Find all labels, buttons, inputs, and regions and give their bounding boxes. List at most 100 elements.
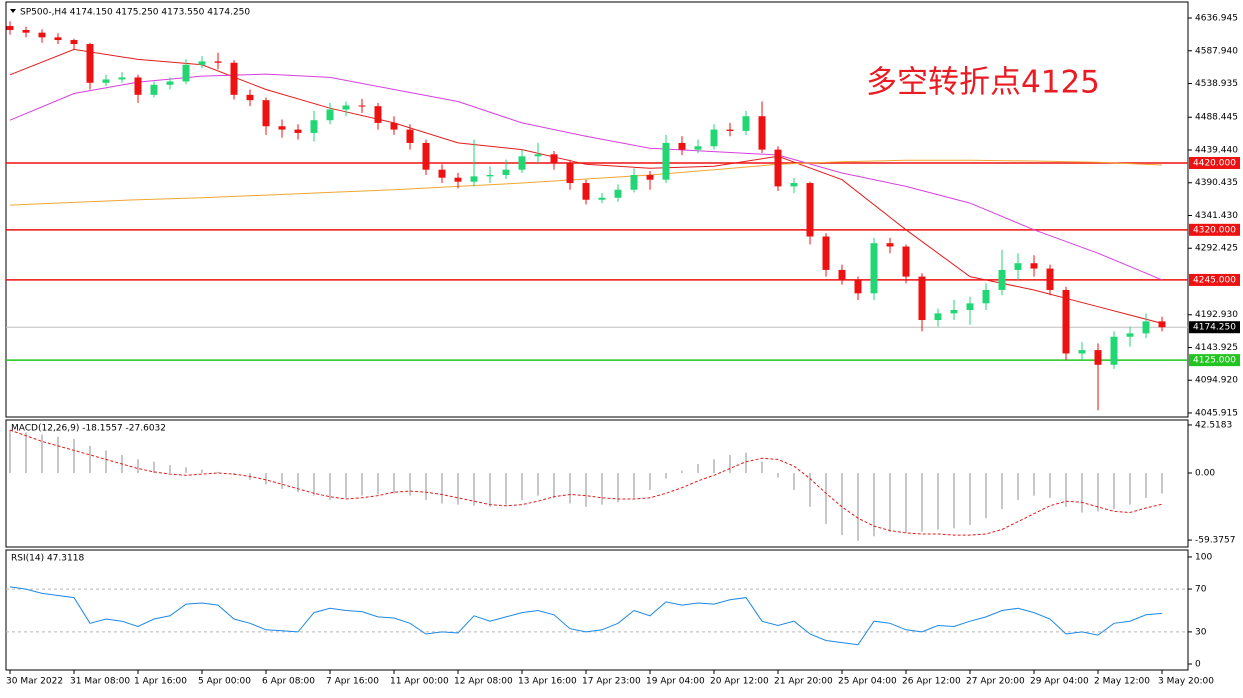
candle-body bbox=[950, 310, 958, 314]
candle-body bbox=[998, 269, 1006, 290]
y-tick-label: 4094.920 bbox=[1195, 376, 1238, 386]
dropdown-icon bbox=[10, 9, 16, 13]
level-label-box bbox=[1189, 223, 1240, 236]
candle-body bbox=[342, 105, 350, 110]
level-label: 4320.000 bbox=[1193, 225, 1236, 235]
candle-body bbox=[406, 129, 414, 143]
candle-body bbox=[102, 79, 110, 83]
candle-body bbox=[262, 100, 270, 127]
candle-body bbox=[310, 120, 318, 133]
candle-body bbox=[326, 109, 334, 121]
x-tick-label: 30 Mar 2022 bbox=[6, 677, 63, 687]
candle-body bbox=[1014, 263, 1022, 270]
candle-body bbox=[486, 175, 494, 177]
candle-body bbox=[70, 40, 78, 45]
candle-body bbox=[166, 81, 174, 85]
candle-body bbox=[742, 116, 750, 131]
candle-body bbox=[918, 276, 926, 321]
panel-title: RSI(14) 47.3118 bbox=[11, 554, 84, 564]
candle-body bbox=[38, 32, 46, 38]
candle-body bbox=[518, 156, 526, 170]
panel-frame bbox=[5, 419, 1189, 548]
candle-body bbox=[1046, 268, 1054, 290]
candle-body bbox=[678, 142, 686, 150]
panel-frame bbox=[5, 549, 1189, 671]
level-label-box bbox=[1189, 156, 1240, 169]
candle-body bbox=[566, 162, 574, 184]
candle-body bbox=[758, 116, 766, 150]
candle-body bbox=[1158, 321, 1166, 328]
moving-average bbox=[9, 159, 1163, 206]
y-tick-label: -59.3757 bbox=[1195, 536, 1235, 546]
candle-body bbox=[790, 183, 798, 187]
candle-body bbox=[838, 269, 846, 280]
y-tick-label: 4488.445 bbox=[1195, 113, 1238, 123]
x-tick-label: 7 Apr 16:00 bbox=[326, 677, 379, 687]
candle-body bbox=[86, 44, 94, 83]
x-tick-label: 12 Apr 08:00 bbox=[454, 677, 513, 687]
level-label: 4125.000 bbox=[1193, 356, 1236, 366]
chart-header: SP500-,H4 4174.150 4175.250 4173.550 417… bbox=[20, 8, 250, 18]
y-tick-label: 4390.435 bbox=[1195, 178, 1238, 188]
candle-body bbox=[902, 246, 910, 277]
candle-body bbox=[214, 61, 222, 63]
y-tick-label: 70 bbox=[1195, 585, 1207, 595]
candle-body bbox=[806, 183, 814, 237]
x-tick-label: 3 May 20:00 bbox=[1158, 677, 1214, 687]
x-tick-label: 1 Apr 16:00 bbox=[134, 677, 187, 687]
candle-body bbox=[422, 142, 430, 170]
candle-body bbox=[822, 236, 830, 270]
y-tick-label: 4439.440 bbox=[1195, 145, 1238, 155]
candle-body bbox=[534, 154, 542, 157]
candle-body bbox=[694, 146, 702, 150]
candle-body bbox=[966, 303, 974, 311]
candle-body bbox=[630, 175, 638, 190]
last-price-box bbox=[1189, 321, 1240, 334]
y-tick-label: 100 bbox=[1195, 552, 1212, 562]
x-tick-label: 31 Mar 08:00 bbox=[70, 677, 130, 687]
y-tick-label: 4587.940 bbox=[1195, 46, 1238, 56]
candle-body bbox=[934, 313, 942, 321]
level-label-box bbox=[1189, 354, 1240, 367]
x-tick-label: 11 Apr 00:00 bbox=[390, 677, 449, 687]
candle-body bbox=[774, 149, 782, 187]
candle-body bbox=[550, 154, 558, 163]
candle-body bbox=[886, 243, 894, 247]
candle-body bbox=[1094, 350, 1102, 365]
candle-body bbox=[438, 169, 446, 178]
candle-body bbox=[598, 197, 606, 200]
candle-body bbox=[1110, 336, 1118, 365]
macd-signal bbox=[9, 429, 1163, 536]
candle-body bbox=[118, 77, 126, 80]
y-tick-label: 4045.915 bbox=[1195, 408, 1238, 418]
candle-body bbox=[134, 77, 142, 95]
x-tick-label: 29 Apr 04:00 bbox=[1030, 677, 1089, 687]
y-tick-label: 30 bbox=[1195, 627, 1207, 637]
candle-body bbox=[278, 126, 286, 130]
y-tick-label: 4636.945 bbox=[1195, 14, 1238, 24]
candle-body bbox=[1062, 289, 1070, 354]
candle-body bbox=[1078, 350, 1086, 354]
x-tick-label: 25 Apr 04:00 bbox=[838, 677, 897, 687]
candle-body bbox=[1142, 321, 1150, 334]
candle-body bbox=[470, 176, 478, 182]
candle-body bbox=[6, 25, 14, 31]
annotation: 多空转折点4125 bbox=[866, 65, 1100, 101]
candle-body bbox=[374, 106, 382, 123]
candle-body bbox=[870, 243, 878, 294]
level-label-box bbox=[1189, 273, 1240, 286]
y-tick-label: 0 bbox=[1195, 660, 1201, 670]
panel-frame bbox=[5, 1, 1189, 418]
candle-body bbox=[22, 30, 30, 33]
x-tick-label: 17 Apr 23:00 bbox=[582, 677, 641, 687]
candle-body bbox=[150, 84, 158, 95]
panel-title: MACD(12,26,9) -18.1557 -27.6032 bbox=[11, 424, 166, 434]
x-tick-label: 20 Apr 12:00 bbox=[710, 677, 769, 687]
candle-body bbox=[454, 177, 462, 182]
x-tick-label: 26 Apr 12:00 bbox=[902, 677, 961, 687]
candle-body bbox=[982, 289, 990, 304]
candle-body bbox=[246, 94, 254, 101]
candle-body bbox=[710, 129, 718, 147]
moving-average bbox=[9, 73, 1163, 281]
candle-body bbox=[182, 64, 190, 82]
